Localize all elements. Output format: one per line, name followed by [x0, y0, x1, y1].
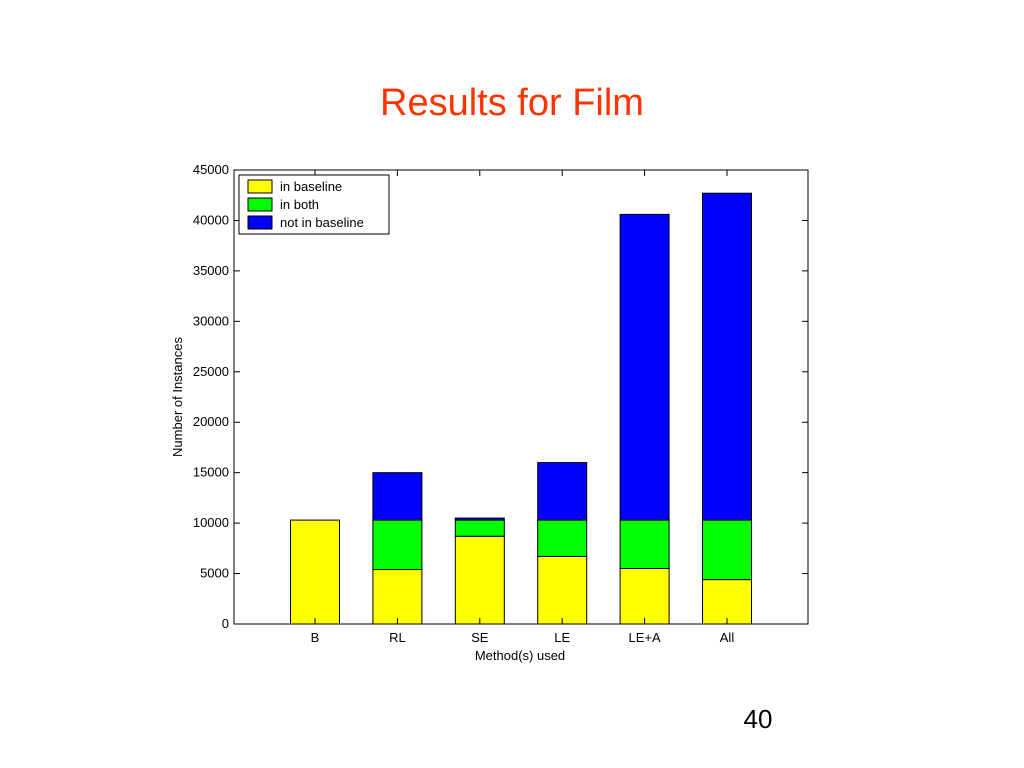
slide-title: Results for Film: [380, 82, 644, 124]
y-tick-label: 15000: [193, 465, 229, 480]
x-tick-label: LE+A: [629, 630, 661, 645]
bar-rl-series-0: [372, 569, 423, 625]
bar-le-a-series-2: [619, 213, 670, 521]
page-number: 40: [743, 704, 773, 734]
bar-le-a-series-0: [619, 568, 670, 625]
axis-ticks: B RL SE LE LE+A All 0 5000 10000 15000 20000 25000 3…: [193, 162, 808, 645]
y-tick-label: 40000: [193, 212, 229, 227]
y-tick-label: 25000: [193, 364, 229, 379]
bar-rl-series-1: [372, 519, 423, 571]
legend-label-in-baseline: in baseline: [280, 179, 342, 194]
bar-le-series-2: [537, 462, 588, 521]
bar-le-series-1: [537, 519, 588, 557]
x-tick-label: SE: [471, 630, 489, 645]
legend-swatch-in-both: [247, 197, 273, 212]
y-axis-label: Number of Instances: [170, 337, 185, 457]
y-tick-label: 35000: [193, 263, 229, 278]
y-tick-label: 5000: [200, 566, 229, 581]
x-tick-label: RL: [389, 630, 406, 645]
y-tick-label: 0: [222, 616, 229, 631]
bar-rl-series-2: [372, 472, 423, 521]
bar-all-series-1: [702, 519, 752, 581]
bar-se-series-0: [454, 535, 505, 625]
bar-b-series-0: [290, 519, 340, 625]
bar-all-series-2: [702, 192, 752, 521]
bar-se-series-2: [454, 517, 505, 521]
legend-label-not-in-baseline: not in baseline: [280, 215, 364, 230]
bar-se-series-1: [454, 519, 505, 537]
legend-label-in-both: in both: [280, 197, 319, 212]
y-tick-label: 30000: [193, 313, 229, 328]
x-tick-label: B: [311, 630, 320, 645]
legend: in baseline in both not in baseline: [238, 174, 390, 235]
y-tick-label: 20000: [193, 414, 229, 429]
x-tick-label: All: [720, 630, 735, 645]
y-tick-label: 10000: [193, 515, 229, 530]
bar-le-a-series-1: [619, 519, 670, 570]
bar-all-series-0: [702, 579, 752, 625]
x-axis-label: Method(s) used: [475, 648, 565, 663]
bars-layer: [290, 192, 752, 625]
bar-le-series-0: [537, 555, 588, 625]
legend-swatch-in-baseline: [247, 179, 273, 194]
y-tick-label: 45000: [193, 162, 229, 177]
x-tick-label: LE: [554, 630, 570, 645]
legend-swatch-not-in-baseline: [247, 215, 273, 230]
